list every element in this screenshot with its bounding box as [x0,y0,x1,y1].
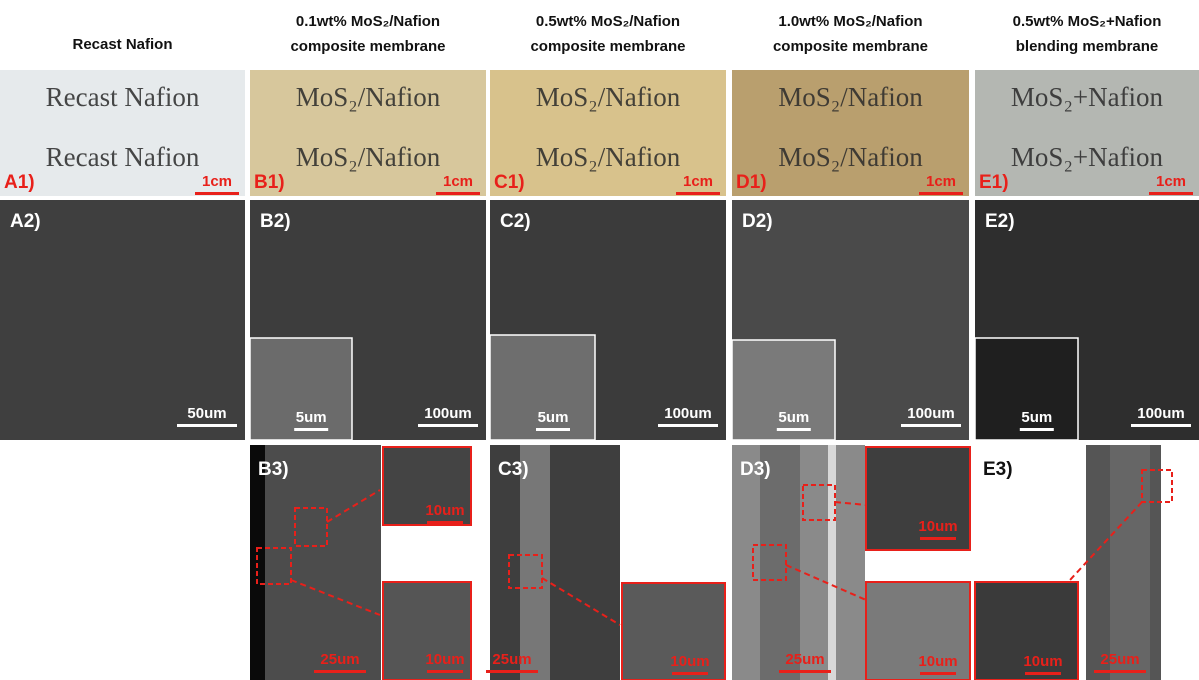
photo-text: MoS₂/Nafion [778,82,923,112]
scale-bar [1094,670,1146,673]
photo-text: MoS₂+Nafion [1011,82,1164,112]
scale-label: 25um [785,651,824,668]
cross-section-image [265,445,381,680]
panel-label: D2) [742,211,773,232]
scale-bar [314,670,366,673]
scale-bar [1149,192,1193,195]
photo-text: MoS₂/Nafion [296,82,441,112]
column-header: blending membrane [1016,38,1159,55]
panel-label: B3) [258,459,289,480]
scale-bar [777,428,811,431]
cross-section-image [760,445,800,680]
scale-bar [1025,672,1061,675]
column-header: composite membrane [530,38,685,55]
scale-label: 100um [1137,405,1185,422]
cross-section-image [520,445,550,680]
panel-label: A2) [10,211,41,232]
scale-bar [779,670,831,673]
cross-section-image [828,445,836,680]
scale-bar [901,424,961,427]
scale-bar [418,424,478,427]
scale-label: 25um [320,651,359,668]
scale-bar [486,670,538,673]
scale-label: 5um [296,409,327,426]
column-header: 0.5wt% MoS₂/Nafion [536,13,680,30]
column-header: composite membrane [773,38,928,55]
scale-bar [195,192,239,195]
photo-text: MoS₂/Nafion [536,142,681,172]
column-header: 1.0wt% MoS₂/Nafion [778,13,922,30]
scale-bar [436,192,480,195]
photo-text: MoS₂+Nafion [1011,142,1164,172]
panel-label: A1) [4,172,35,193]
column-header: 0.5wt% MoS₂+Nafion [1013,13,1162,30]
photo-text: Recast Nafion [46,142,200,172]
scale-bar [672,672,708,675]
scale-bar [1131,424,1191,427]
scale-label: 10um [918,653,957,670]
cross-section-image [1110,445,1150,680]
scale-label: 100um [907,405,955,422]
panel-label: C1) [494,172,525,193]
scale-bar [920,672,956,675]
panel-label: E3) [983,459,1013,480]
scale-label: 25um [1100,651,1139,668]
column-header: 0.1wt% MoS₂/Nafion [296,13,440,30]
panel-label: B1) [254,172,285,193]
scale-bar [427,670,463,673]
panel-label: D3) [740,459,771,480]
panel-label: E1) [979,172,1009,193]
column-header: Recast Nafion [72,36,172,53]
scale-label: 100um [664,405,712,422]
scale-label: 5um [538,409,569,426]
scale-bar [1020,428,1054,431]
scale-label: 10um [425,502,464,519]
scale-bar [177,424,237,427]
scale-label: 5um [778,409,809,426]
scale-bar [920,537,956,540]
panel-label: D1) [736,172,767,193]
column-header: composite membrane [290,38,445,55]
scale-bar [536,428,570,431]
panel-label: C2) [500,211,531,232]
figure: Recast Nafion Recast Nafion Recast Nafion A… [0,0,1199,680]
panel-label: C3) [498,459,529,480]
scale-label: 10um [670,653,709,670]
scale-bar [294,428,328,431]
scale-label: 1cm [926,173,956,190]
panel-label: B2) [260,211,291,232]
scale-label: 1cm [202,173,232,190]
scale-bar [676,192,720,195]
scale-label: 10um [918,518,957,535]
photo-text: MoS₂/Nafion [536,82,681,112]
scale-label: 5um [1021,409,1052,426]
scale-bar [427,521,463,524]
cross-section-image [250,445,265,680]
scale-label: 10um [1023,653,1062,670]
scale-label: 10um [425,651,464,668]
photo-text: MoS₂/Nafion [778,142,923,172]
scale-label: 100um [424,405,472,422]
scale-label: 1cm [443,173,473,190]
photo-text: MoS₂/Nafion [296,142,441,172]
scale-bar [919,192,963,195]
panel-label: E2) [985,211,1015,232]
scale-label: 1cm [1156,173,1186,190]
scale-label: 25um [492,651,531,668]
photo-text: Recast Nafion [46,82,200,112]
scale-bar [658,424,718,427]
scale-label: 50um [187,405,226,422]
scale-label: 1cm [683,173,713,190]
